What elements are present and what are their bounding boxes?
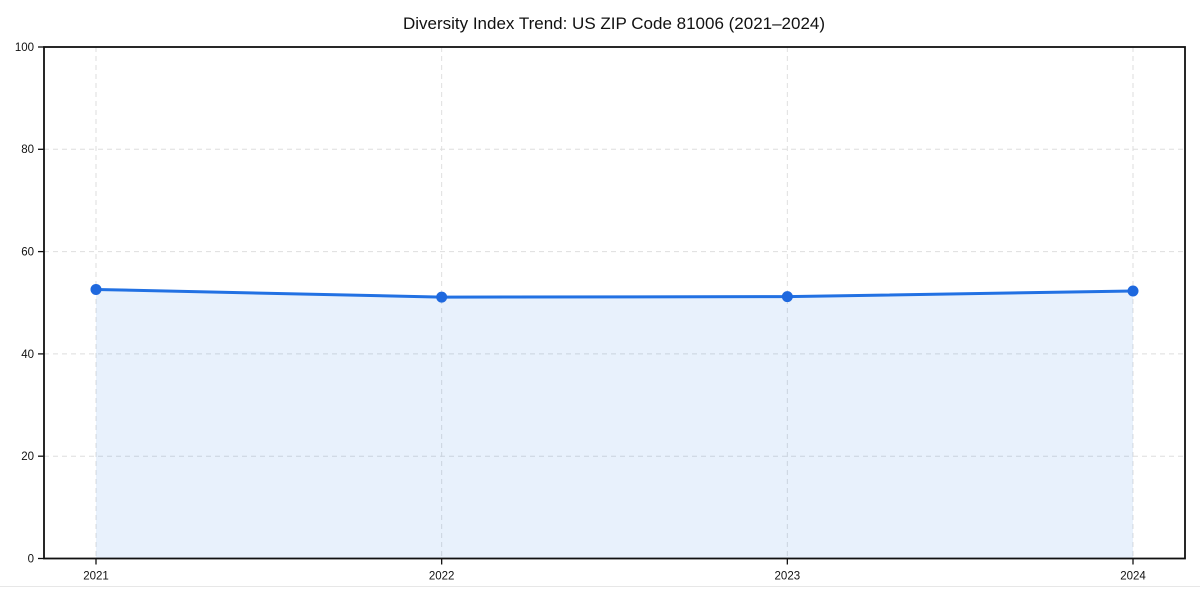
trend-line <box>94 287 1135 299</box>
x-tick-label: 2024 <box>1120 571 1146 583</box>
x-tick-label: 2022 <box>429 571 455 583</box>
x-tick-label: 2021 <box>83 571 109 583</box>
data-point-2024 <box>1127 285 1139 297</box>
y-tick-label: 100 <box>15 42 34 54</box>
y-tick-label: 60 <box>21 247 34 259</box>
plot-area: 0 20 40 60 80 100 2021 2022 2023 2024 <box>15 42 1186 583</box>
chart-title: Diversity Index Trend: US ZIP Code 81006… <box>403 14 825 33</box>
y-tick-label: 80 <box>21 144 34 156</box>
y-tick-label: 0 <box>28 553 34 565</box>
data-point-2023 <box>781 291 793 303</box>
x-tick-label: 2023 <box>775 571 801 583</box>
data-point-2021 <box>90 283 102 295</box>
y-tick-label: 40 <box>21 349 34 361</box>
plot-border <box>43 46 1186 560</box>
y-tick-label: 20 <box>21 451 34 463</box>
data-point-2022 <box>436 291 448 303</box>
figure-bottom-edge <box>0 586 1200 587</box>
area-fill <box>96 289 1133 559</box>
